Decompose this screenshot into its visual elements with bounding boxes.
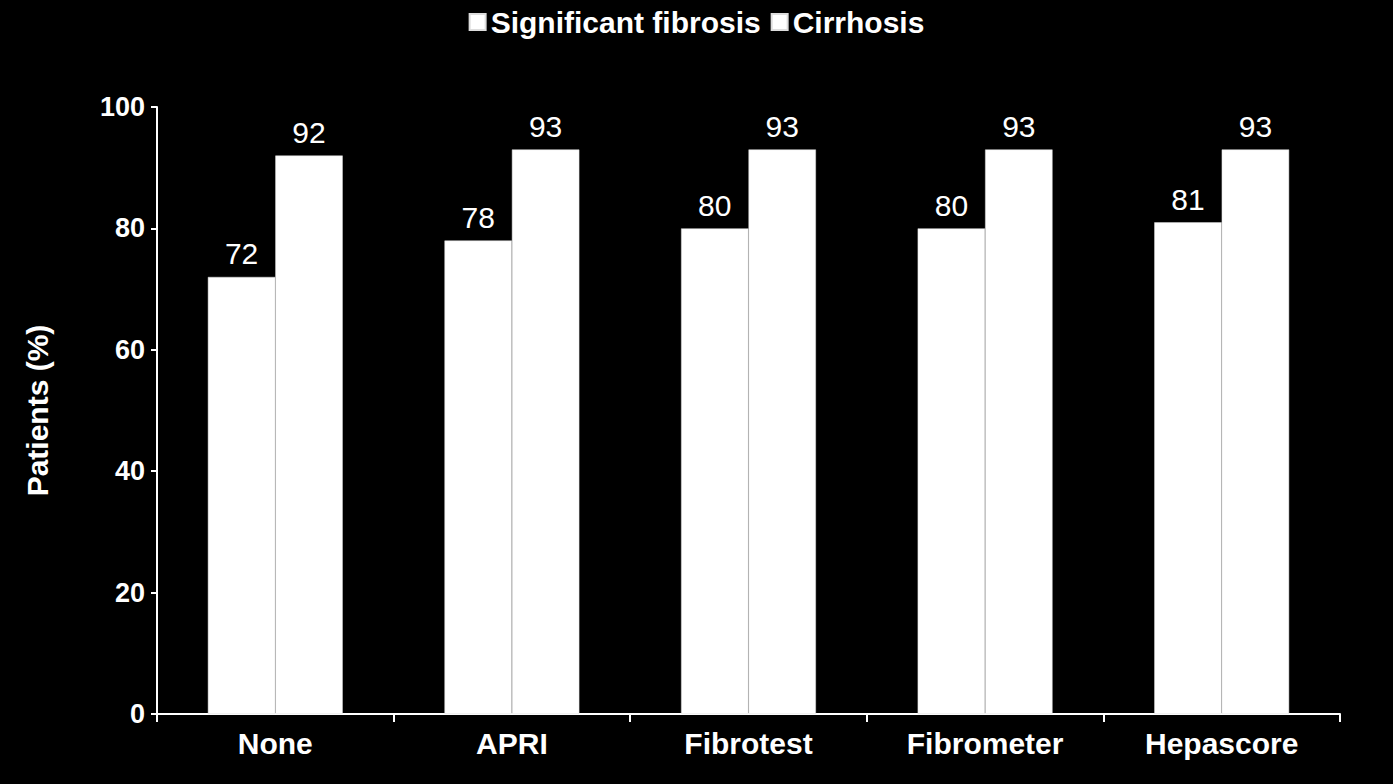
svg-text:60: 60 [115, 335, 145, 365]
svg-text:93: 93 [1239, 110, 1272, 143]
svg-text:80: 80 [935, 189, 968, 222]
svg-text:100: 100 [100, 92, 145, 122]
svg-text:81: 81 [1171, 183, 1204, 216]
svg-text:92: 92 [292, 116, 325, 149]
svg-text:78: 78 [461, 201, 494, 234]
svg-text:APRI: APRI [476, 727, 548, 760]
svg-text:80: 80 [698, 189, 731, 222]
svg-text:Hepascore: Hepascore [1145, 727, 1298, 760]
svg-text:93: 93 [1002, 110, 1035, 143]
svg-text:Patients (%): Patients (%) [21, 325, 54, 497]
svg-text:0: 0 [130, 699, 145, 729]
svg-text:20: 20 [115, 578, 145, 608]
svg-text:93: 93 [766, 110, 799, 143]
svg-text:Significant fibrosis: Significant fibrosis [491, 6, 761, 39]
svg-text:None: None [238, 727, 313, 760]
svg-text:40: 40 [115, 456, 145, 486]
svg-text:72: 72 [225, 237, 258, 270]
svg-text:Cirrhosis: Cirrhosis [793, 6, 925, 39]
svg-text:Fibrometer: Fibrometer [907, 727, 1064, 760]
svg-text:Fibrotest: Fibrotest [684, 727, 812, 760]
svg-text:80: 80 [115, 213, 145, 243]
svg-text:93: 93 [529, 110, 562, 143]
